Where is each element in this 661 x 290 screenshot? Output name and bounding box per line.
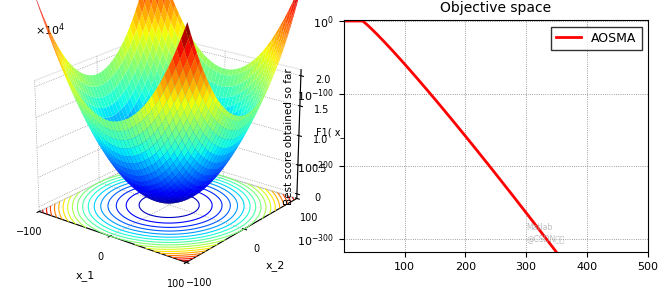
- Line: AOSMA: AOSMA: [344, 21, 648, 290]
- X-axis label: x_1: x_1: [76, 271, 95, 281]
- AOSMA: [485, 163, 492, 166]
- Text: Matlab
@CSDN博客: Matlab @CSDN博客: [526, 223, 564, 243]
- Text: $\times 10^4$: $\times 10^4$: [35, 21, 65, 38]
- AOSMA: [340, 19, 348, 23]
- Title: Objective space: Objective space: [440, 1, 551, 15]
- AOSMA: [486, 165, 494, 169]
- AOSMA: [521, 209, 529, 213]
- Y-axis label: x_2: x_2: [265, 260, 285, 271]
- Legend: AOSMA: AOSMA: [551, 27, 642, 50]
- AOSMA: [504, 188, 512, 192]
- Y-axis label: Best score obtained so far: Best score obtained so far: [284, 68, 294, 205]
